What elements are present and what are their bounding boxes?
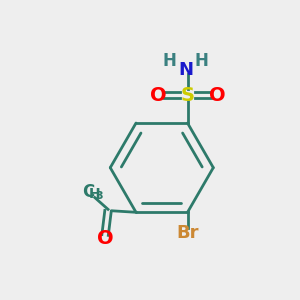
Text: S: S: [181, 85, 194, 105]
Text: H: H: [88, 187, 100, 201]
Text: 3: 3: [95, 191, 103, 201]
Text: H: H: [163, 52, 177, 70]
Text: O: O: [209, 85, 225, 105]
Text: H: H: [195, 52, 208, 70]
Text: O: O: [97, 229, 113, 248]
Text: C: C: [82, 183, 94, 201]
Text: N: N: [178, 61, 194, 79]
Text: O: O: [150, 85, 166, 105]
Text: Br: Br: [176, 224, 199, 242]
